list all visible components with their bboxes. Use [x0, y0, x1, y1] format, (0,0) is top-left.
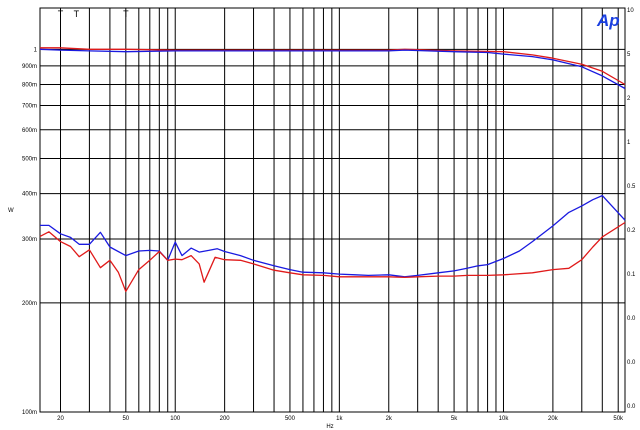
- right-tick-label: 0.0: [627, 360, 636, 366]
- grid: [40, 8, 625, 412]
- series-line-3: [40, 194, 626, 278]
- x-tick-label: 200: [220, 416, 231, 422]
- y-axis-label: W: [8, 208, 14, 214]
- x-tick-label: 50k: [613, 416, 624, 422]
- x-tick-label: 500: [285, 416, 296, 422]
- series-line-4: [39, 221, 626, 293]
- y-tick-label: 500m: [22, 157, 37, 163]
- data-series: [39, 47, 626, 293]
- x-tick-label: 50: [122, 416, 129, 422]
- right-tick-label: 0.0: [627, 404, 636, 410]
- x-tick-label: 5k: [451, 416, 458, 422]
- right-tick-label: 0.2: [627, 228, 636, 234]
- ap-logo: Ap: [596, 11, 620, 30]
- right-tick-label: 10: [627, 8, 634, 14]
- series-line-1: [40, 47, 626, 86]
- series-line-2: [39, 48, 626, 90]
- ap-logo-text: Ap: [596, 11, 620, 30]
- right-tick-label: 1: [627, 140, 631, 146]
- right-tick-label: 0.1: [627, 272, 636, 278]
- y-tick-label: 100m: [22, 410, 37, 416]
- right-tick-label: 5: [627, 52, 631, 58]
- right-tick-label: 2: [627, 96, 631, 102]
- right-tick-label: 0.5: [627, 184, 636, 190]
- y-tick-label: 600m: [22, 128, 37, 134]
- x-axis-label: Hz: [326, 424, 333, 430]
- x-tick-label: 20k: [548, 416, 559, 422]
- sweep-marker: T: [74, 9, 80, 19]
- y-tick-label: 400m: [22, 192, 37, 198]
- x-tick-label: 10k: [499, 416, 510, 422]
- y-tick-label: 200m: [22, 301, 37, 307]
- y-tick-label: 300m: [22, 237, 37, 243]
- sweep-marker: T: [123, 9, 129, 19]
- y-tick-label: 900m: [22, 64, 37, 70]
- plot-frame: [39, 7, 626, 413]
- y-tick-label: 800m: [22, 82, 37, 88]
- y-tick-label: 700m: [22, 104, 37, 110]
- axis-labels: 20 50 100 200 500 1k 2k 5k 10k 20k 50k 1 900m 800m 700…: [22, 8, 636, 422]
- x-tick-label: 1k: [336, 416, 343, 422]
- right-tick-label: 0.0: [627, 316, 636, 322]
- x-tick-label: 2k: [386, 416, 393, 422]
- y-tick-label: 1: [34, 47, 38, 53]
- x-tick-label: 20: [57, 416, 64, 422]
- sweep-marker: T: [58, 9, 64, 19]
- x-tick-label: 100: [170, 416, 181, 422]
